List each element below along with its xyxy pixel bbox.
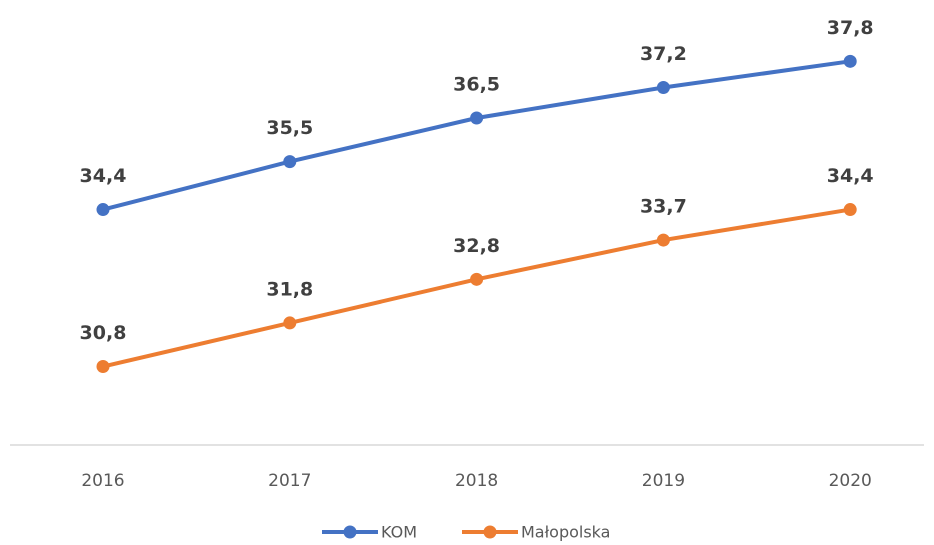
point [656, 233, 670, 247]
data-label: 37,2 [640, 43, 687, 65]
data-label: 34,4 [827, 165, 874, 187]
point [96, 360, 110, 374]
x-tick-label: 2020 [829, 471, 872, 491]
x-tick-label: 2018 [455, 471, 498, 491]
data-label: 31,8 [266, 278, 313, 300]
point [843, 54, 857, 68]
point [283, 316, 297, 330]
data-label: 30,8 [80, 322, 127, 344]
data-label: 32,8 [453, 235, 500, 257]
series-line [102, 207, 851, 369]
point [843, 203, 857, 217]
point [470, 111, 484, 125]
legend-marker [483, 525, 497, 539]
point [96, 203, 110, 217]
x-tick-label: 2017 [268, 471, 311, 491]
legend-marker [343, 525, 357, 539]
legend-label: Małopolska [521, 523, 610, 542]
point [470, 272, 484, 286]
data-label: 35,5 [266, 117, 313, 139]
data-label: 37,8 [827, 17, 874, 39]
point [656, 80, 670, 94]
legend-label: KOM [381, 523, 417, 542]
x-tick-label: 2019 [642, 471, 685, 491]
data-label: 36,5 [453, 74, 500, 96]
data-label: 33,7 [640, 196, 687, 218]
data-label: 34,4 [80, 165, 127, 187]
point [283, 155, 297, 169]
x-tick-label: 2016 [81, 471, 124, 491]
